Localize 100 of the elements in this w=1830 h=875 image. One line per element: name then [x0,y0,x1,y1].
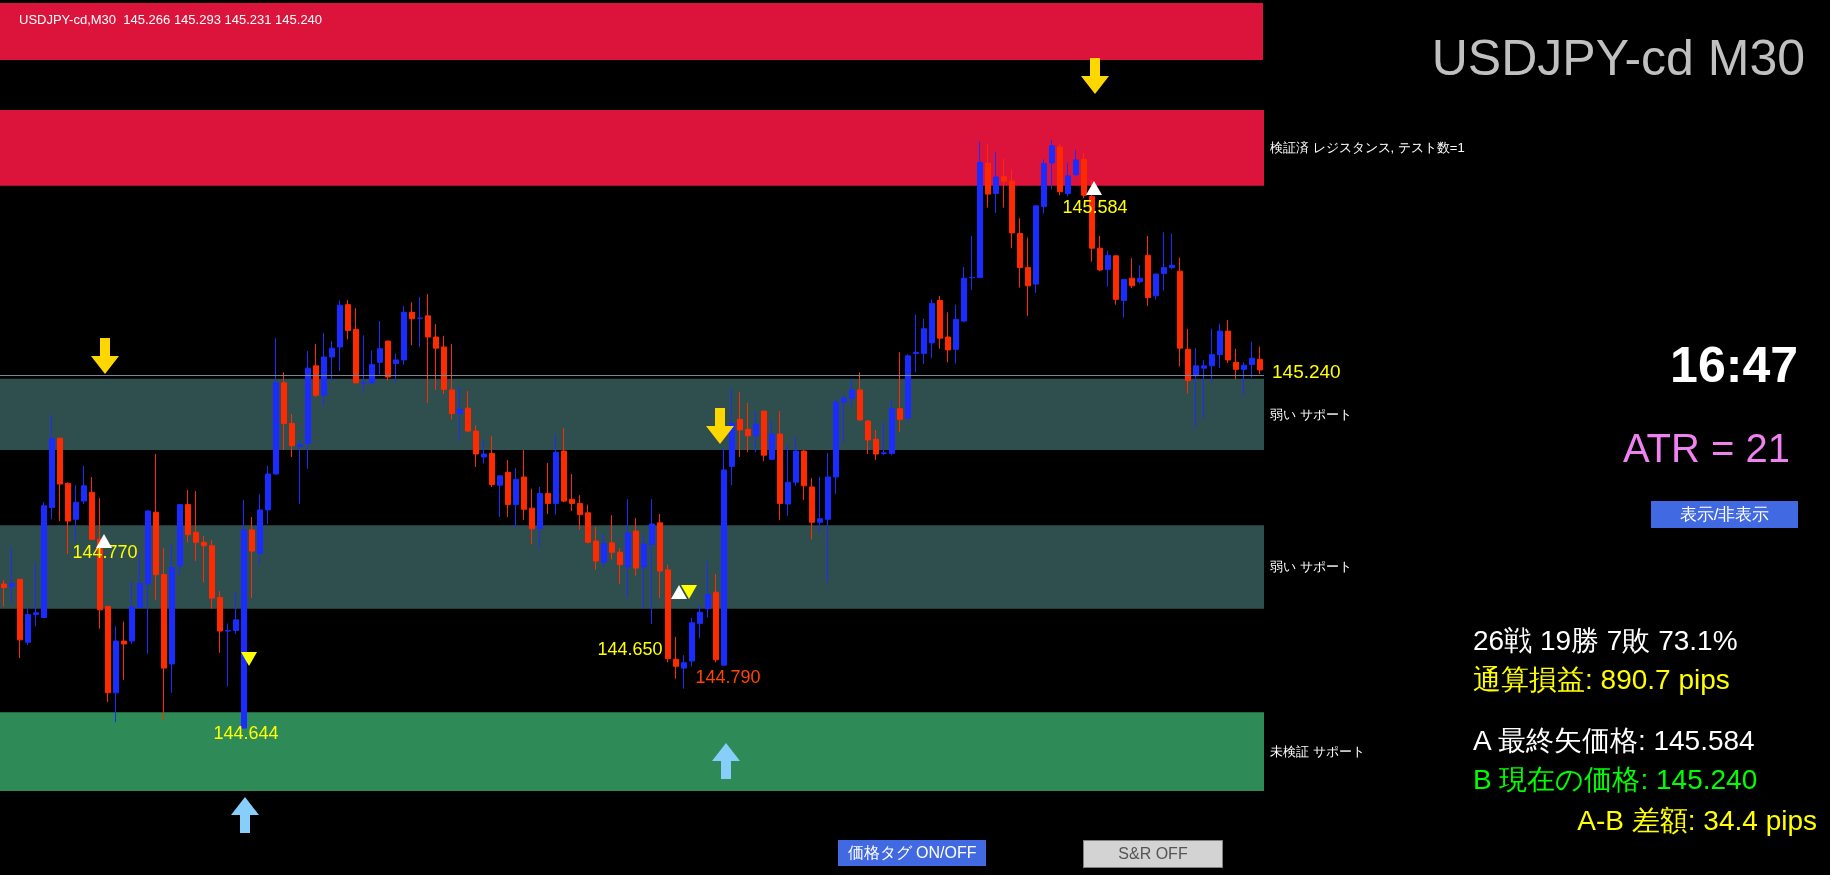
candlestick [585,504,591,544]
candlestick [1113,254,1119,306]
candlestick [529,488,535,545]
candlestick [441,335,447,395]
candlestick [617,547,623,585]
candlestick [1,579,7,607]
candlestick [113,625,119,723]
candlestick [593,526,599,571]
candlestick [321,332,327,407]
candlestick [1145,235,1151,307]
candlestick [129,580,135,645]
candlestick [409,301,415,346]
text: 145.240 [1272,361,1341,382]
candlestick [121,621,127,681]
candlestick [993,151,999,214]
candlestick [657,513,663,599]
candlestick [209,539,215,610]
candlestick [369,350,375,385]
candlestick [953,304,959,364]
band-label: 弱い サポート [1270,559,1352,575]
toggle-button: 価格タグ ON/OFF [838,840,986,866]
candlestick [777,410,783,521]
candlestick [401,305,407,366]
annotation: 144.644 [213,723,279,743]
candlestick [985,143,991,209]
candlestick [801,449,807,501]
candlestick [1041,158,1047,214]
candlestick [881,421,887,456]
candlestick [289,413,295,458]
candlestick [329,340,335,382]
candlestick [929,298,935,359]
candlestick [841,393,847,443]
candlestick [1225,319,1231,364]
candlestick [257,493,263,566]
candlestick [505,459,511,518]
candlestick [17,578,23,659]
candlestick [9,547,15,603]
candlestick [1201,359,1207,419]
candlestick [1257,345,1263,375]
candlestick [689,617,695,667]
candlestick [1025,237,1031,317]
candlestick [561,427,567,503]
candlestick [1057,143,1063,196]
candlestick [873,429,879,461]
candlestick [457,386,463,440]
candlestick [1017,217,1023,289]
candlestick [961,266,967,323]
candlestick [721,447,727,666]
candlestick [65,481,71,555]
candlestick [265,465,271,525]
candlestick [1249,341,1255,379]
candlestick [713,573,719,663]
candlestick [921,318,927,365]
candlestick [905,353,911,420]
candlestick [553,434,559,516]
candlestick [193,490,199,562]
text: ATR = 21 [1622,426,1790,470]
candlestick [225,622,231,687]
candlestick [313,343,319,398]
candlestick [1161,231,1167,292]
candlestick [1105,250,1111,287]
candlestick [1073,149,1079,177]
candlestick [137,551,143,609]
band-label: 未検証 サポート [1270,744,1365,760]
text: A-B 差額: 34.4 pips [1577,805,1817,836]
candlestick [1185,328,1191,394]
candlestick [633,517,639,577]
candlestick [1065,162,1071,197]
candlestick [785,445,791,517]
candlestick [1233,348,1239,380]
candlestick [385,340,391,382]
candlestick [753,410,759,453]
candlestick [169,544,175,694]
candlestick [361,334,367,392]
candlestick [281,371,287,451]
candlestick [625,498,631,599]
candlestick [937,295,943,350]
candlestick [489,435,495,488]
candlestick [761,410,767,462]
candlestick [521,449,527,521]
candlestick [217,590,223,654]
candlestick [609,514,615,560]
candlestick [977,141,983,279]
candlestick [1097,235,1103,272]
candlestick [465,390,471,433]
candlestick [537,486,543,549]
candlestick [417,296,423,348]
text: 通算損益: 890.7 pips [1473,664,1730,695]
candlestick [337,300,343,372]
candlestick [857,371,863,422]
candlestick [201,535,207,583]
candlestick [105,605,111,703]
candlestick [1177,257,1183,367]
candlestick [793,436,799,487]
candlestick [545,462,551,515]
text: 16:47 [1670,337,1798,393]
candlestick [249,516,255,599]
candlestick [809,477,815,540]
candlestick [153,453,159,601]
candlestick [969,235,975,291]
